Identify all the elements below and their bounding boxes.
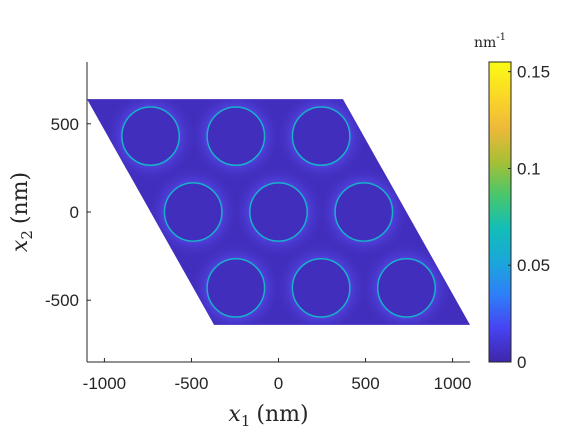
x-tick-label: -1000 [83,374,126,393]
hole-6 [334,182,394,242]
hole-5 [249,182,308,242]
x-axis-title: x1 (nm) [228,402,308,430]
x-tick-label: 500 [351,374,379,393]
hole-7 [206,258,266,318]
colorbar-tick-label: 0.15 [517,63,550,82]
y-axis-title: x2(nm) [8,172,36,252]
hole-3 [291,106,351,166]
colorbar-tick-label: 0 [517,353,526,372]
hole-2 [206,106,266,166]
y-tick-label: 0 [70,203,79,222]
hole-9 [376,258,436,318]
axes: -1000 -500 0 500 1000 -500 0 500 x1 (nm) x2(nm) [8,62,472,430]
y-tick-label: -500 [45,291,79,310]
x-tick-label: -500 [174,374,208,393]
colorbar-tick-label: 0.1 [517,159,541,178]
colorbar-gradient [488,61,512,363]
colorbar-unit-label: nm-1 [474,32,506,51]
colorbar: 0 0.05 0.1 0.15 nm-1 [474,32,550,372]
plot-area [87,99,470,325]
colorbar-tick-label: 0.05 [517,256,550,275]
hole-1 [121,106,181,166]
y-tick-label: 500 [51,115,79,134]
hole-8 [291,258,351,318]
x-tick-label: 1000 [434,374,472,393]
hole-4 [163,182,223,242]
x-tick-label: 0 [274,374,283,393]
